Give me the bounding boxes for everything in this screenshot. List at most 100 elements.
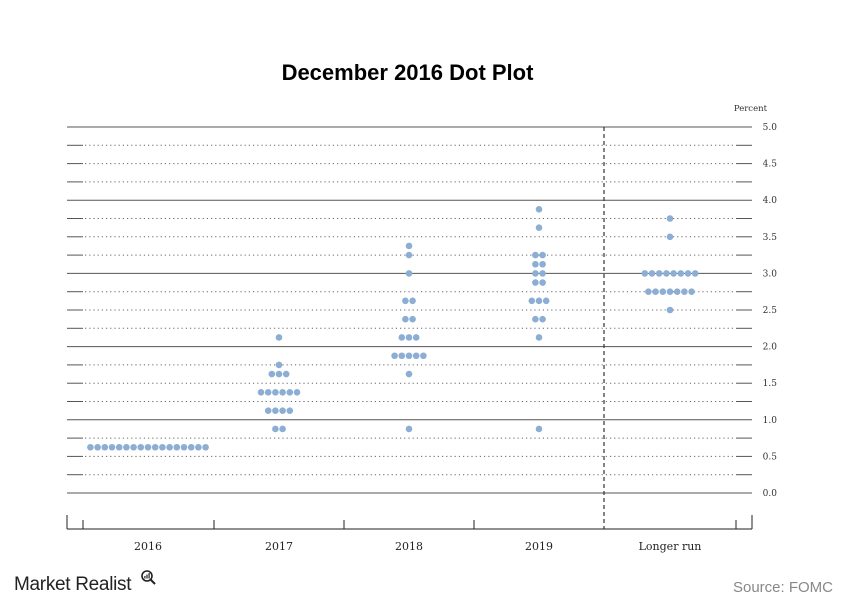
x-category-label: 2019	[525, 540, 553, 553]
y-tick-label: 1.0	[763, 416, 778, 426]
dot-point	[532, 270, 539, 277]
dot-point	[108, 443, 116, 451]
dot-point	[405, 352, 413, 360]
dot-point	[286, 389, 294, 396]
dot-point	[528, 297, 536, 305]
dot-point	[405, 425, 413, 433]
x-category-label: 2018	[395, 540, 423, 553]
dot-point	[652, 288, 659, 296]
dot-point	[115, 443, 123, 451]
dot-point	[539, 251, 546, 259]
dot-point	[123, 443, 130, 451]
dot-point	[539, 260, 546, 268]
y-tick-label: 2.0	[763, 343, 778, 353]
dot-point	[641, 270, 649, 277]
dot-point	[532, 260, 539, 268]
dot-point	[159, 443, 166, 451]
dot-point	[645, 288, 652, 296]
dot-point	[279, 407, 286, 414]
dot-point	[268, 370, 276, 378]
dot-point	[402, 297, 409, 305]
y-tick-label: 4.5	[763, 160, 778, 170]
y-tick-label: 4.0	[763, 196, 778, 206]
dot-point	[264, 407, 272, 414]
x-category-label: Longer run	[639, 540, 702, 553]
dot-point	[279, 425, 286, 433]
dot-point	[412, 352, 420, 360]
dot-point	[137, 443, 145, 451]
dot-point	[539, 315, 546, 323]
dot-point	[539, 270, 546, 277]
dot-point	[535, 334, 543, 341]
brand-name: Market Realist	[14, 574, 132, 595]
x-category-label: 2016	[134, 540, 162, 553]
dot-point	[272, 407, 279, 414]
dot-point	[535, 297, 543, 305]
dot-point	[405, 270, 413, 277]
dot-point	[391, 352, 398, 360]
dot-point	[398, 334, 406, 341]
dot-point	[688, 288, 695, 296]
dot-point	[666, 288, 674, 296]
dot-point	[532, 251, 539, 259]
dot-point	[673, 288, 681, 296]
y-tick-label: 3.5	[763, 233, 778, 243]
dot-point	[659, 288, 667, 296]
dot-point	[275, 334, 283, 341]
dot-point	[257, 389, 265, 396]
dot-point	[275, 370, 283, 378]
y-axis-unit-label: Percent	[734, 104, 768, 114]
dot-point	[275, 361, 283, 369]
magnifier-chart-icon	[141, 570, 156, 585]
dot-point	[655, 270, 663, 277]
y-tick-label: 1.5	[763, 379, 778, 389]
dot-point	[691, 270, 699, 277]
dot-point	[101, 443, 109, 451]
dot-point	[282, 370, 290, 378]
dot-point	[666, 306, 674, 314]
dot-point	[684, 270, 692, 277]
dot-point	[398, 352, 406, 360]
dot-point	[144, 443, 152, 451]
dot-point	[293, 389, 301, 396]
dot-point	[405, 334, 413, 341]
dot-point	[681, 288, 688, 296]
chart-title: December 2016 Dot Plot	[281, 60, 534, 85]
x-category-label: 2017	[265, 540, 293, 553]
dot-point	[87, 443, 94, 451]
dot-point	[402, 315, 409, 323]
dot-point	[130, 443, 137, 451]
dot-point	[187, 443, 195, 451]
dot-point	[666, 215, 674, 222]
y-tick-label: 0.0	[763, 489, 778, 499]
dot-point	[272, 425, 279, 433]
dot-point	[405, 370, 413, 378]
dot-point	[420, 352, 427, 360]
dot-point	[409, 315, 416, 323]
dot-point	[412, 334, 420, 341]
dot-point	[409, 297, 416, 305]
dot-point	[532, 315, 539, 323]
dot-point	[286, 407, 294, 414]
dot-point	[94, 443, 101, 451]
dot-point	[535, 425, 543, 433]
dot-point	[173, 443, 181, 451]
dot-point	[195, 443, 202, 451]
dot-point	[151, 443, 159, 451]
dot-point	[279, 389, 286, 396]
dot-point	[535, 206, 543, 213]
dot-point	[677, 270, 685, 277]
y-tick-label: 5.0	[763, 123, 778, 133]
dot-point	[532, 279, 539, 286]
dot-point	[405, 242, 413, 250]
dot-point	[180, 443, 188, 451]
dot-point	[264, 389, 272, 396]
dot-point	[535, 224, 543, 231]
dot-point	[272, 389, 279, 396]
dot-point	[542, 297, 550, 305]
dot-point	[670, 270, 677, 277]
y-tick-label: 2.5	[763, 306, 778, 316]
y-tick-label: 0.5	[763, 452, 778, 462]
dot-point	[539, 279, 546, 286]
